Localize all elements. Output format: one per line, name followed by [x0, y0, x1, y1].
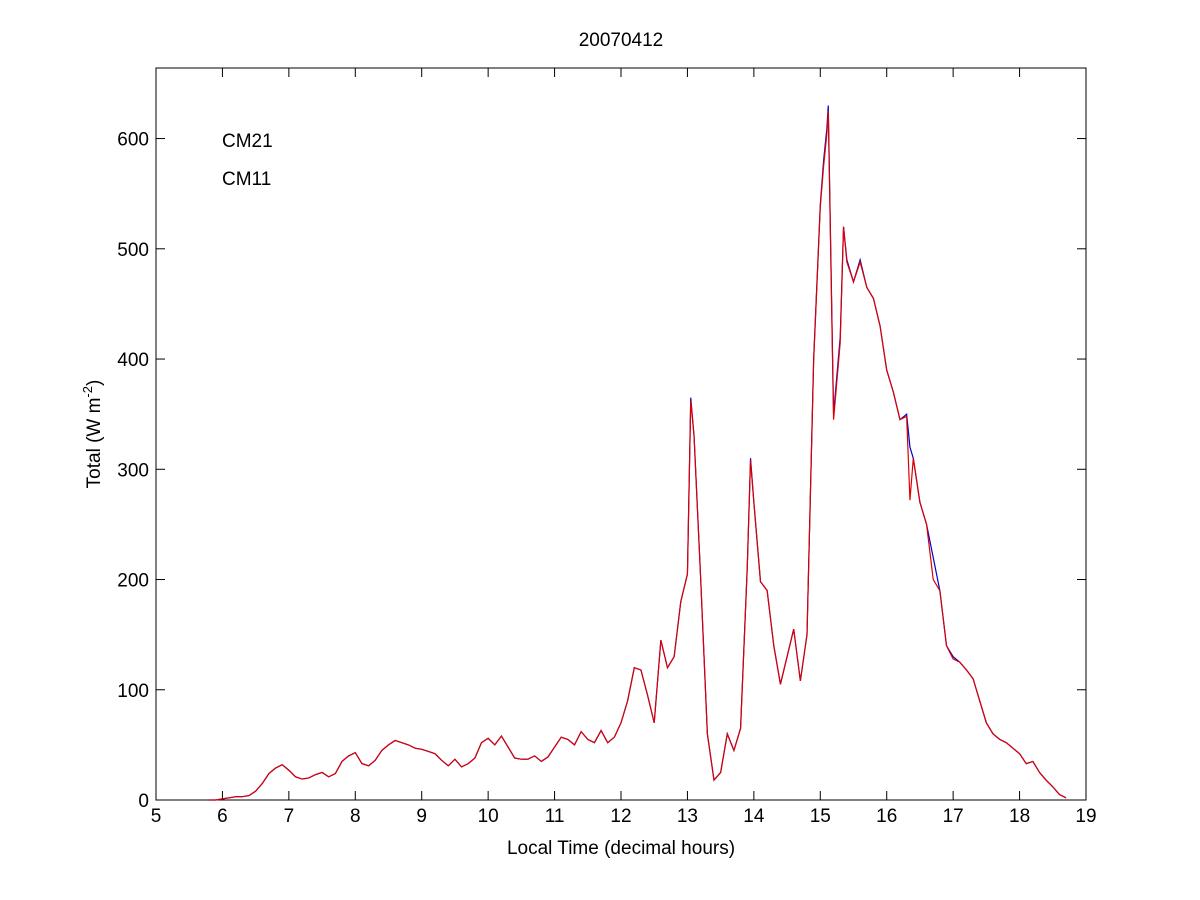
series-line	[209, 110, 1067, 801]
y-tick-label: 400	[117, 350, 149, 371]
plot-frame	[155, 67, 1087, 801]
y-label-suffix: )	[84, 380, 105, 386]
x-tick-label: 18	[1009, 806, 1030, 827]
x-tick-label: 11	[545, 806, 565, 827]
x-tick-label: 17	[943, 806, 964, 827]
y-label-text: Total (W m	[84, 398, 105, 489]
x-axis-label: Local Time (decimal hours)	[507, 838, 735, 859]
x-tick-label: 15	[810, 806, 831, 827]
x-tick-label: 10	[478, 806, 499, 827]
x-tick-label: 14	[743, 806, 765, 827]
x-tick-label: 19	[1075, 806, 1096, 827]
x-tick-label: 9	[416, 806, 427, 827]
y-tick-label: 200	[117, 571, 149, 592]
x-tick-label: 5	[151, 806, 162, 827]
y-tick-label: 600	[117, 130, 149, 151]
legend-entry: CM11	[222, 169, 271, 190]
x-tick-label: 7	[284, 806, 295, 827]
y-axis-label: Total (W m-2)	[80, 380, 105, 489]
chart-title: 20070412	[579, 30, 664, 51]
x-tick-label: 16	[876, 806, 897, 827]
y-tick-label: 300	[117, 460, 149, 481]
legend-entry: CM21	[222, 131, 273, 152]
x-tick-label: 8	[350, 806, 361, 827]
x-tick-label: 6	[217, 806, 228, 827]
y-tick-label: 100	[117, 681, 149, 702]
y-label-sup: -2	[80, 386, 95, 398]
x-tick-label: 12	[610, 806, 631, 827]
y-tick-label: 0	[138, 791, 149, 812]
y-tick-label: 500	[117, 240, 149, 261]
x-tick-label: 13	[677, 806, 698, 827]
